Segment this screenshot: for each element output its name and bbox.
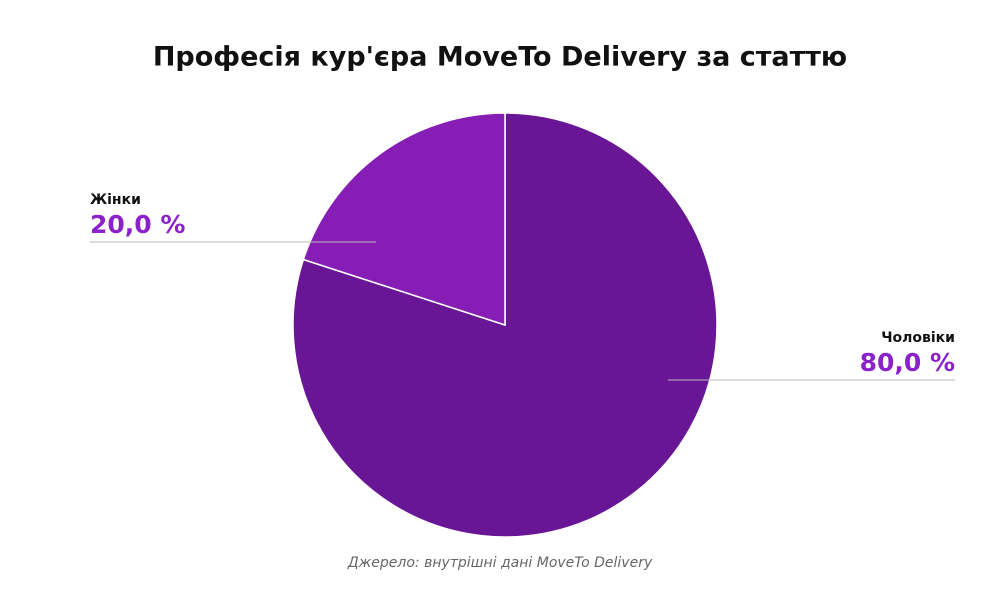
source-note: Джерело: внутрішні дані MoveTo Delivery bbox=[347, 555, 653, 571]
pie-slice bbox=[302, 112, 506, 327]
slice-value-label: 80,0 % bbox=[860, 348, 955, 377]
chart-title: Професія кур'єра MoveTo Delivery за стат… bbox=[153, 42, 847, 73]
slice-category-label: Жінки bbox=[90, 192, 141, 208]
slice-value-label: 20,0 % bbox=[90, 210, 185, 239]
slice-category-label: Чоловіки bbox=[881, 330, 955, 346]
